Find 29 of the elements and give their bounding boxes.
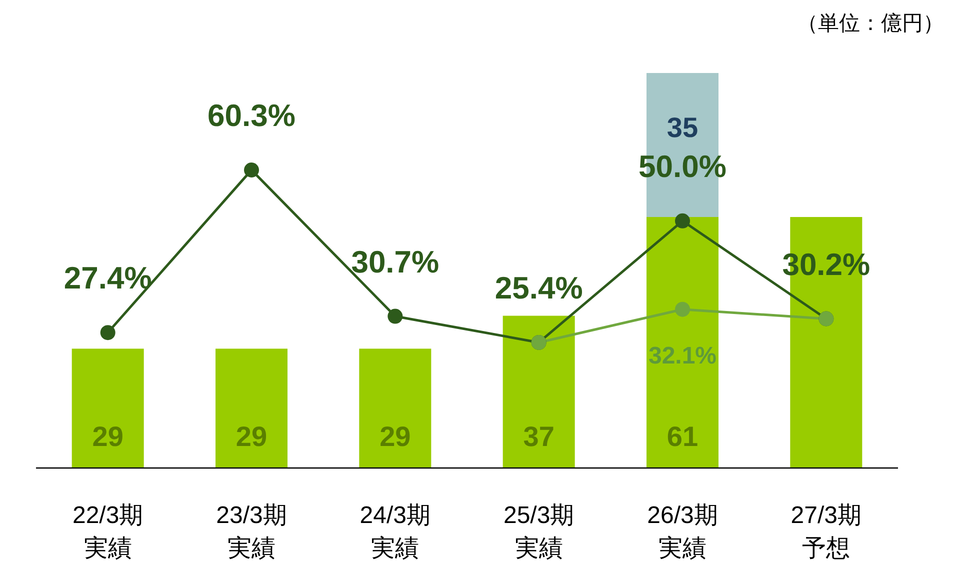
bar xyxy=(646,217,718,468)
data-label: 35 xyxy=(666,112,698,143)
data-label: 29 xyxy=(92,421,124,452)
data-label: 29 xyxy=(380,421,411,452)
bar xyxy=(72,348,144,468)
text: （単位：億円） xyxy=(797,12,944,35)
bar xyxy=(216,348,288,468)
point xyxy=(388,308,403,324)
data-label: 60.3% xyxy=(208,98,296,133)
x-tick-label: 26/3期実績 xyxy=(647,502,718,561)
point xyxy=(675,302,690,317)
x-tick-label: 27/3期予想 xyxy=(790,502,862,561)
data-label: 32.1% xyxy=(648,342,717,370)
data-label: 61 xyxy=(666,421,698,452)
point xyxy=(675,213,690,228)
data-label: 27.4% xyxy=(64,260,152,296)
x-tick-label: 25/3期実績 xyxy=(503,502,574,561)
data-label: 50.0% xyxy=(638,148,726,184)
point xyxy=(100,325,116,340)
data-label: 25.4% xyxy=(494,270,583,306)
data-label: 29 xyxy=(236,421,268,452)
data-label: 37 xyxy=(523,421,554,452)
bar xyxy=(502,316,575,468)
x-tick-label: 23/3期実績 xyxy=(216,502,287,561)
point xyxy=(244,162,259,178)
bar xyxy=(359,348,432,468)
x-tick-label: 24/3期実績 xyxy=(360,502,431,561)
x-tick-label: 22/3期実績 xyxy=(72,502,144,561)
data-label: 30.7% xyxy=(351,244,440,280)
